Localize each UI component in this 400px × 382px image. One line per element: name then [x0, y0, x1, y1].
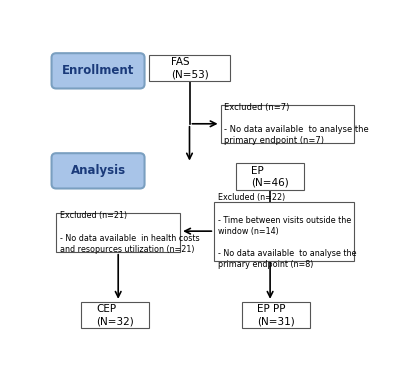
FancyBboxPatch shape	[56, 214, 180, 252]
Text: EP
(N=46): EP (N=46)	[251, 165, 289, 188]
FancyBboxPatch shape	[149, 55, 230, 81]
FancyBboxPatch shape	[52, 53, 144, 89]
FancyBboxPatch shape	[242, 302, 310, 328]
Text: Analysis: Analysis	[70, 164, 126, 177]
Text: CEP
(N=32): CEP (N=32)	[96, 304, 134, 326]
FancyBboxPatch shape	[220, 105, 354, 143]
Text: Enrollment: Enrollment	[62, 64, 134, 77]
FancyBboxPatch shape	[236, 163, 304, 190]
Text: EP PP
(N=31): EP PP (N=31)	[258, 304, 295, 326]
Text: Excluded (n=7)

- No data available  to analyse the
primary endpoint (n=7): Excluded (n=7) - No data available to an…	[224, 103, 369, 145]
Text: FAS
(N=53): FAS (N=53)	[171, 57, 208, 79]
Text: Excluded (n=21)

- No data available  in health costs
and resopurces utilization: Excluded (n=21) - No data available in h…	[60, 212, 200, 254]
FancyBboxPatch shape	[81, 302, 149, 328]
FancyBboxPatch shape	[52, 153, 144, 188]
Text: Excluded (n=22)

- Time between visits outside the
window (n=14)

- No data avai: Excluded (n=22) - Time between visits ou…	[218, 193, 356, 269]
FancyBboxPatch shape	[214, 202, 354, 261]
